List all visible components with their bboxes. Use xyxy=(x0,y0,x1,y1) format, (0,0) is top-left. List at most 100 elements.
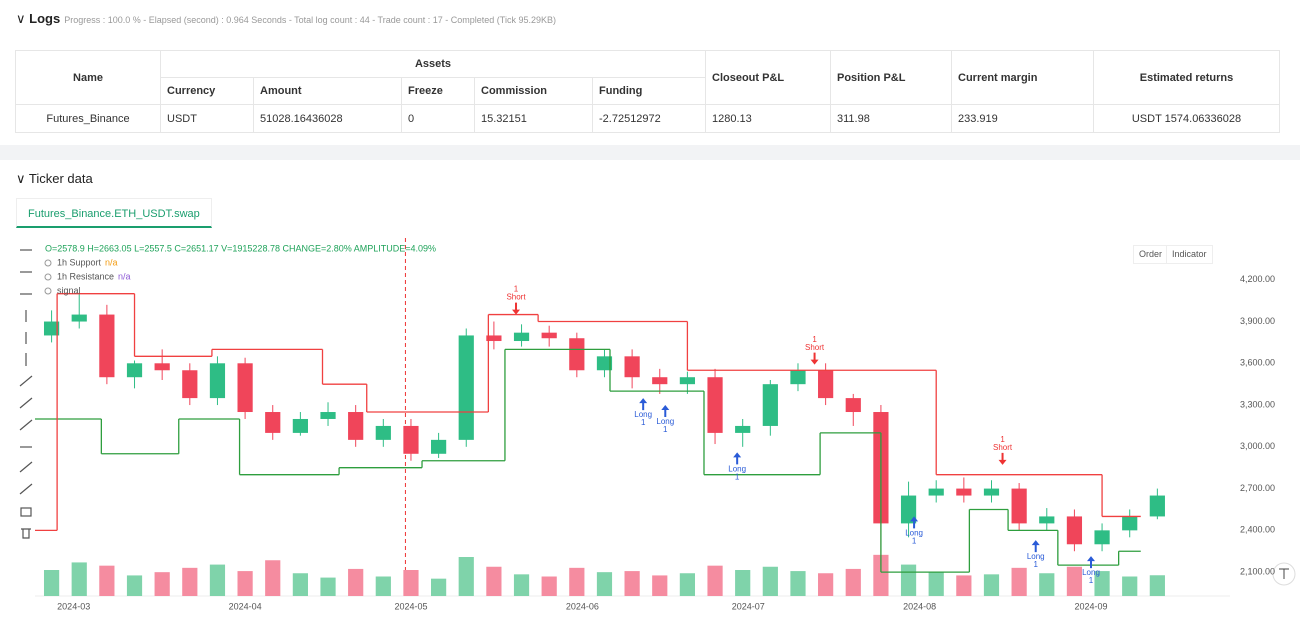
signal-arrow xyxy=(661,405,670,418)
x-tick-label: 2024-03 xyxy=(57,601,90,611)
col-header: Currency xyxy=(160,77,254,105)
candle-body xyxy=(624,356,640,378)
volume-bar xyxy=(265,560,281,596)
signal-qty: 1 xyxy=(912,537,917,546)
signal-label: Long xyxy=(728,465,746,474)
signal-arrow xyxy=(1087,556,1096,569)
legend-eye xyxy=(44,259,52,267)
ohlc-info: O=2578.9 H=2663.05 L=2557.5 C=2651.17 V=… xyxy=(45,243,436,253)
col-header: Funding xyxy=(592,77,706,105)
candle-body xyxy=(652,377,668,385)
candle-body xyxy=(1039,516,1055,524)
signal-arrow xyxy=(998,452,1007,465)
candle-body xyxy=(458,335,474,440)
col-header: Name xyxy=(15,50,161,105)
signal-qty: 1 xyxy=(1089,576,1094,585)
y-tick-label: 2,700.00 xyxy=(1240,483,1275,493)
signal-arrow xyxy=(733,452,742,465)
order-button[interactable]: Order xyxy=(1133,245,1169,264)
cell: 233.919 xyxy=(951,104,1094,133)
volume-bar xyxy=(403,570,419,596)
volume-bar xyxy=(956,575,972,596)
volume-bar xyxy=(292,573,308,596)
candle-body xyxy=(348,412,364,440)
volume-bar xyxy=(320,577,336,596)
volume-bar xyxy=(845,568,861,596)
signal-label: Long xyxy=(634,410,652,419)
candle-body xyxy=(569,338,585,371)
y-tick-label: 2,400.00 xyxy=(1240,525,1275,535)
volume-bar xyxy=(154,572,170,596)
legend-eye xyxy=(44,287,52,295)
col-header: Freeze xyxy=(401,77,475,105)
indicator-button[interactable]: Indicator xyxy=(1166,245,1213,264)
candle-body xyxy=(900,495,917,524)
volume-bar xyxy=(1122,576,1138,596)
assets-table: Name Assets Closeout P&L Position P&L Cu… xyxy=(15,50,1280,133)
volume-bar xyxy=(486,566,502,596)
cell: 0 xyxy=(401,104,475,133)
candle-body xyxy=(596,356,613,371)
x-tick-label: 2024-04 xyxy=(229,601,262,611)
signal-qty: 1 xyxy=(641,418,646,427)
group-header: Assets xyxy=(160,50,706,78)
y-tick-label: 3,900.00 xyxy=(1240,316,1275,326)
legend-value: n/a xyxy=(118,271,131,281)
scroll-icon xyxy=(1279,568,1289,579)
ticker-title: Ticker data xyxy=(28,171,93,186)
volume-bar xyxy=(790,571,806,596)
candle-body xyxy=(209,363,226,399)
candle-body xyxy=(126,363,143,378)
x-tick-label: 2024-08 xyxy=(903,601,936,611)
ticker-header[interactable]: ∨ Ticker data xyxy=(16,171,93,186)
ticker-tab[interactable]: Futures_Binance.ETH_USDT.swap xyxy=(16,198,212,228)
candle-body xyxy=(486,335,502,342)
logs-header[interactable]: ∨ Logs Progress : 100.0 % - Elapsed (seco… xyxy=(16,11,556,26)
candle-body xyxy=(1011,488,1027,524)
cell: 15.32151 xyxy=(474,104,593,133)
candle-body xyxy=(956,488,972,496)
logs-title: Logs xyxy=(29,11,61,26)
volume-bar xyxy=(43,570,60,596)
candle-body xyxy=(320,412,336,419)
cell: USDT xyxy=(160,104,254,133)
volume-bar xyxy=(348,568,364,596)
volume-bar xyxy=(209,564,226,596)
chart: 2,100.00 2,400.00 2,700.00 3,000.00 3,300.00… xyxy=(19,238,1296,611)
volume-bar xyxy=(679,573,696,596)
volume-bar xyxy=(182,567,198,596)
volume-bar xyxy=(99,565,115,596)
candle-body xyxy=(43,321,60,336)
volume-bar xyxy=(126,575,143,596)
toolbar xyxy=(19,249,33,539)
signal-label: Short xyxy=(506,293,526,302)
candle-body xyxy=(790,370,806,385)
volume-bar xyxy=(707,565,723,596)
logs-summary: Progress : 100.0 % - Elapsed (second) : … xyxy=(64,15,556,25)
signal-arrow xyxy=(910,516,919,529)
volume-bar xyxy=(983,574,1000,596)
volume-bar xyxy=(458,557,474,596)
cell: -2.72512972 xyxy=(592,104,706,133)
signal-arrow xyxy=(512,302,521,315)
volume-bar xyxy=(375,576,391,596)
candle-body xyxy=(818,370,834,399)
volume-bar xyxy=(237,571,253,596)
signal-label: Short xyxy=(805,343,825,352)
x-tick-label: 2024-07 xyxy=(732,601,765,611)
legend-name: signal xyxy=(57,285,81,295)
signal-label: Long xyxy=(905,529,923,538)
legend-name: 1h Support xyxy=(57,257,102,267)
volume-bar xyxy=(1039,573,1055,596)
x-tick-label: 2024-09 xyxy=(1074,601,1107,611)
volume-bar xyxy=(735,570,751,596)
legend-name: 1h Resistance xyxy=(57,271,114,281)
volume-bar xyxy=(762,566,778,596)
volume-bar xyxy=(1149,575,1165,596)
candle-body xyxy=(71,314,87,322)
volume-bar xyxy=(818,573,834,596)
signal-qty: 1 xyxy=(1000,435,1005,444)
cell: Futures_Binance xyxy=(15,104,161,133)
volume-bar xyxy=(624,571,640,596)
